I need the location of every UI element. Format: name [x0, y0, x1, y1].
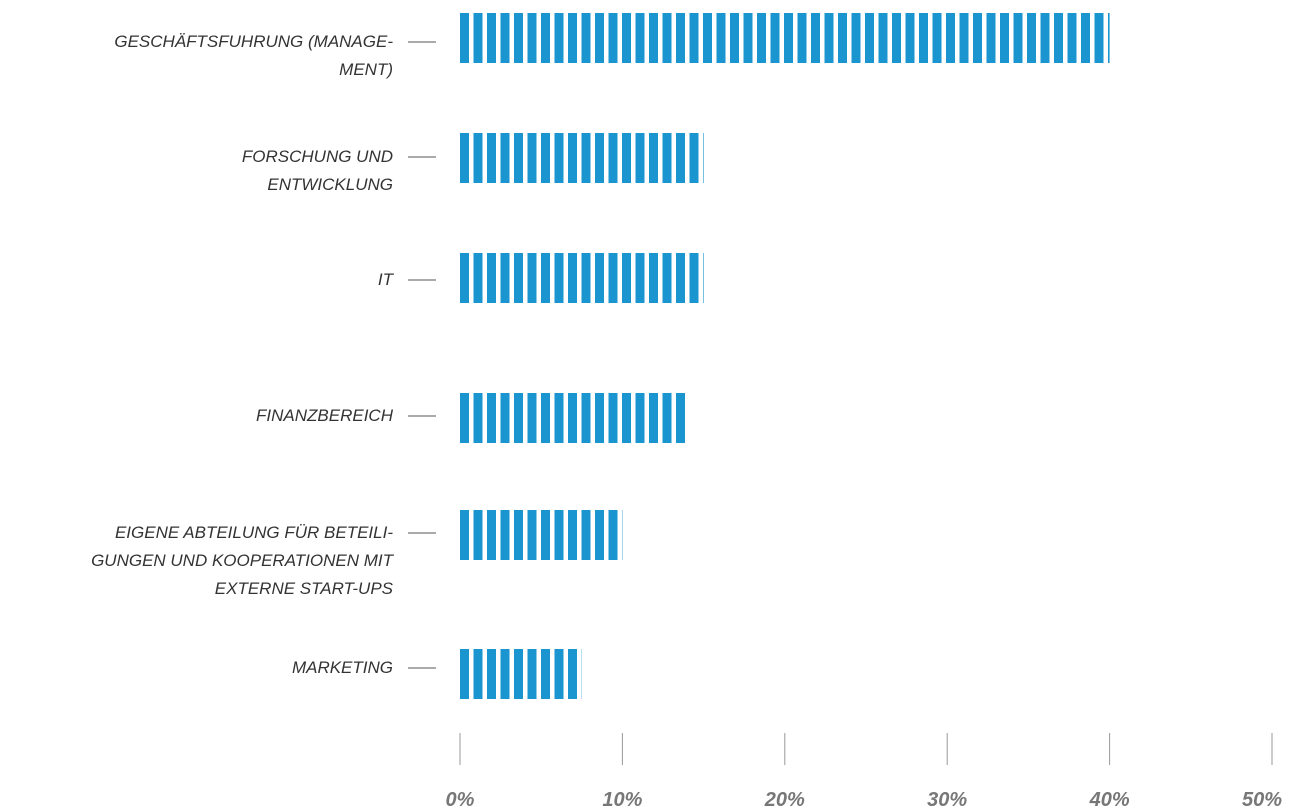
category-label: IT: [377, 270, 393, 289]
category-label: EIGENE ABTEILUNG FÜR BETEILI- GUNGEN UND…: [91, 523, 393, 598]
bar: [460, 393, 688, 443]
x-tick-label: 20%: [764, 789, 805, 811]
bar: [460, 253, 704, 303]
category-label: MARKETING: [291, 658, 393, 677]
bar: [460, 510, 623, 560]
x-tick-label: 50%: [1241, 789, 1283, 811]
bar: [460, 133, 704, 183]
x-tick-label: 30%: [927, 789, 968, 811]
x-tick-label: 0%: [445, 789, 475, 811]
category-label: GESCHÄFTSFUHRUNG (MANAGE- MENT): [114, 32, 393, 79]
category-label: FINANZBEREICH: [256, 406, 393, 425]
bar: [460, 649, 582, 699]
category-label: FORSCHUNG UND ENTWICKLUNG: [241, 147, 393, 194]
x-tick-label: 40%: [1089, 789, 1130, 811]
bar: [460, 13, 1110, 63]
x-tick-label: 10%: [602, 789, 643, 811]
